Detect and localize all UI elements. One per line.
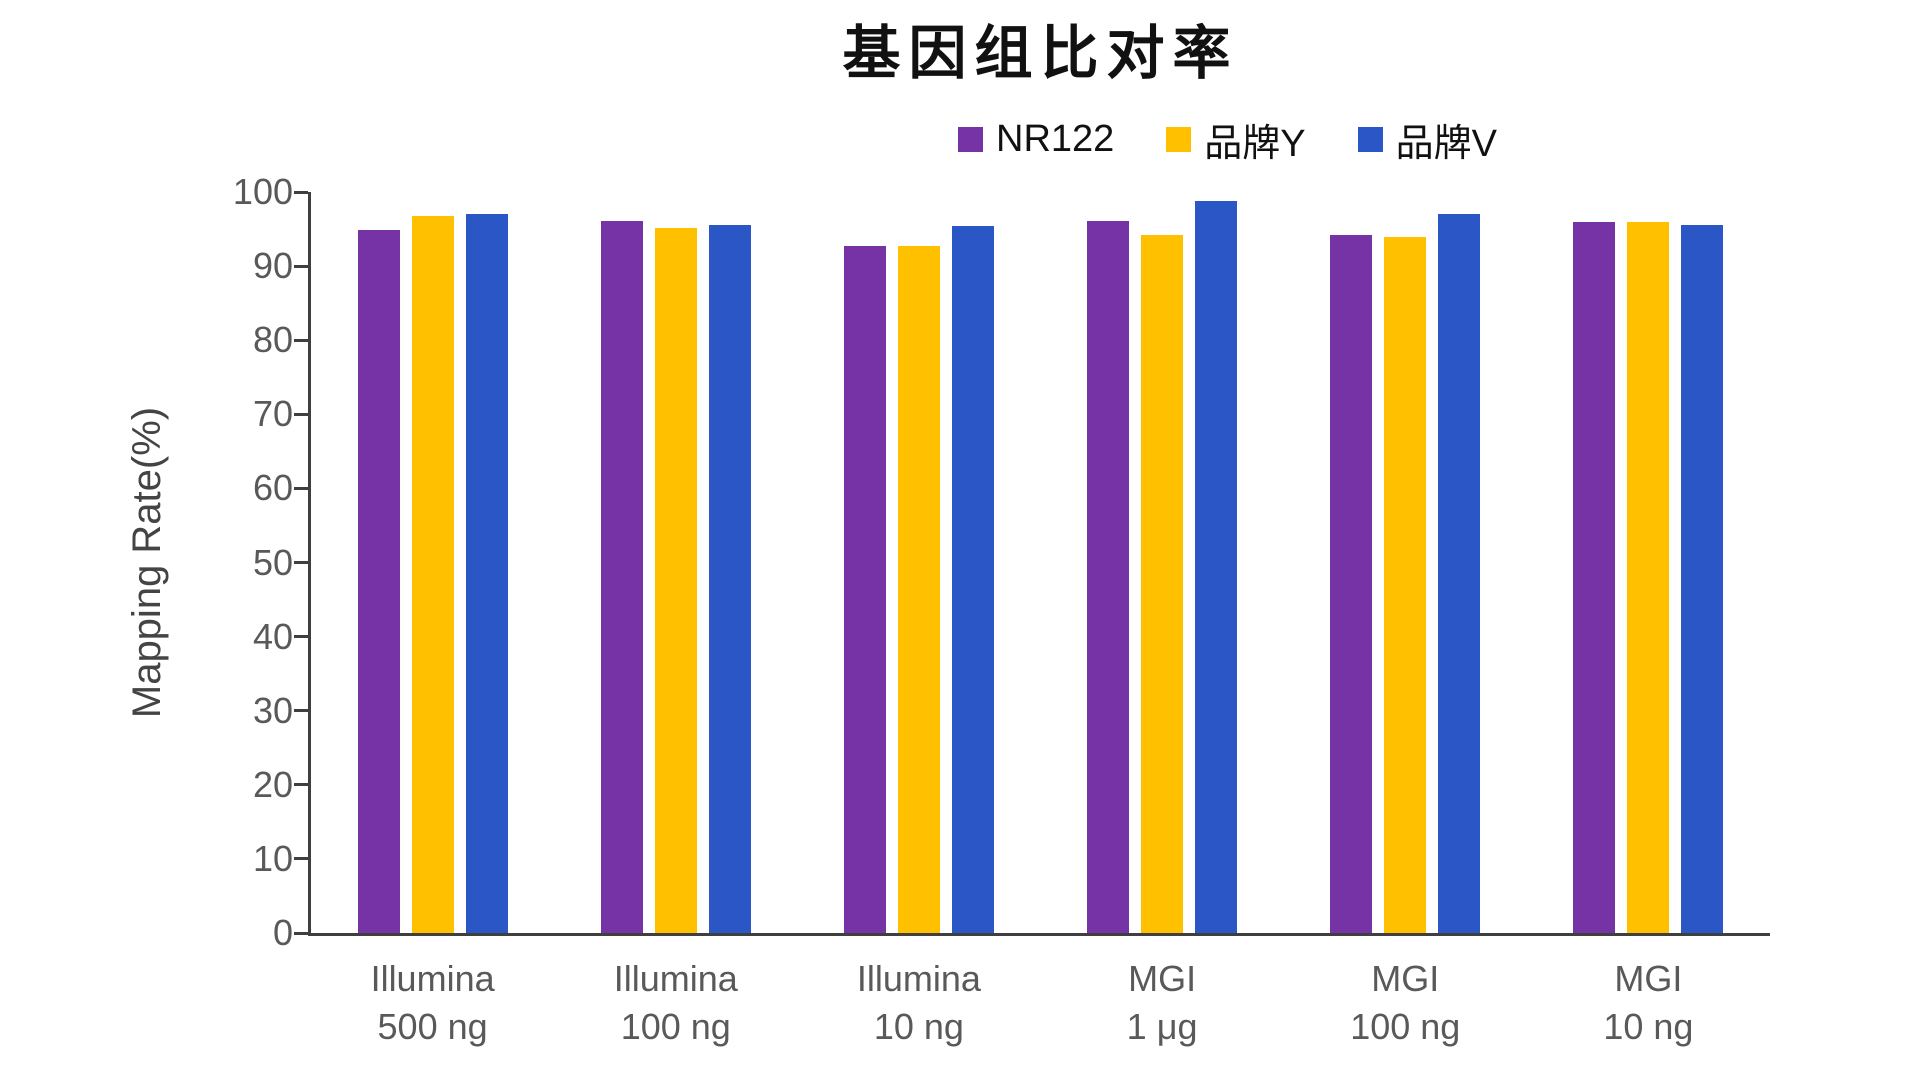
bar (951, 226, 994, 933)
y-axis-tick (294, 338, 308, 342)
bar (1141, 234, 1184, 933)
y-axis-line (308, 192, 311, 936)
bar (357, 229, 400, 933)
legend-label: 品牌Y (1204, 123, 1306, 165)
x-category-label: Illumina 100 ng (613, 958, 738, 1047)
legend-item: NR122 (958, 118, 1114, 161)
y-tick-label: 70 (252, 393, 293, 435)
y-tick-label: 60 (252, 467, 293, 509)
bar (1195, 200, 1238, 933)
y-axis-tick (294, 709, 308, 713)
legend-label: NR122 (996, 118, 1115, 160)
x-category-label: Illumina 500 ng (370, 958, 495, 1047)
bar (1384, 237, 1427, 933)
plot-area: 0 10 20 30 40 50 60 70 80 90 100 Illumina 500 ng Illu… (233, 171, 1770, 1047)
y-tick-label: 80 (252, 319, 293, 361)
bar (654, 227, 697, 933)
legend-swatch-icon (958, 127, 983, 152)
y-axis-title-box: Mapping Rate(%) (112, 192, 184, 933)
bar (1681, 225, 1724, 933)
bar (600, 220, 643, 933)
y-tick-label: 100 (232, 171, 293, 212)
legend-label: 品牌V (1395, 123, 1498, 165)
y-axis-tick (294, 931, 308, 935)
x-category-label: MGI 100 ng (1350, 958, 1461, 1047)
x-category-label: MGI 10 ng (1603, 958, 1694, 1047)
legend-swatch-icon (1357, 127, 1383, 152)
bar (1627, 222, 1670, 933)
y-axis-tick (294, 190, 308, 194)
y-axis-tick (294, 486, 308, 490)
chart-title: 基因组比对率 (842, 21, 1239, 86)
y-tick-label: 90 (252, 245, 293, 287)
bar (1330, 234, 1373, 933)
y-tick-label: 10 (252, 837, 293, 879)
x-category-label: Illumina 10 ng (856, 958, 981, 1047)
bar (1438, 214, 1481, 933)
y-tick-label: 20 (252, 763, 293, 805)
y-axis-tick (294, 635, 308, 639)
bar (1087, 220, 1130, 933)
x-axis-line (308, 933, 1770, 936)
y-axis-tick (294, 783, 308, 787)
legend-item: 品牌V (1357, 112, 1498, 167)
y-axis-tick (294, 264, 308, 268)
y-tick-label: 0 (272, 912, 293, 953)
y-tick-label: 40 (252, 615, 293, 657)
bar (897, 246, 940, 933)
y-axis-tick (294, 857, 308, 861)
legend-item: 品牌Y (1166, 112, 1306, 167)
y-axis-tick (294, 412, 308, 416)
bar (708, 225, 751, 933)
legend-swatch-icon (1166, 127, 1192, 152)
bar (843, 246, 886, 933)
y-axis-tick (294, 561, 308, 564)
x-category-label: MGI 1 μg (1126, 958, 1198, 1047)
y-axis-title: Mapping Rate(%) (125, 406, 170, 719)
legend: NR122 品牌Y 品牌V (958, 112, 1497, 167)
y-tick-label: 30 (252, 689, 293, 731)
bar (411, 216, 454, 933)
bar (465, 214, 508, 933)
bar (1573, 222, 1616, 933)
y-tick-label: 50 (252, 541, 293, 583)
